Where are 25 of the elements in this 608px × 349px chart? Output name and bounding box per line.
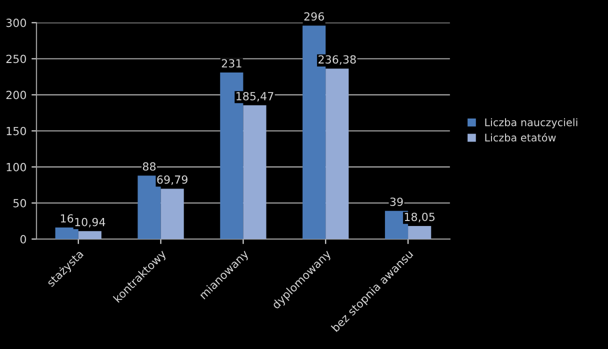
data-label: 10,94 — [75, 218, 106, 228]
data-label: 16 — [60, 214, 74, 223]
bar — [160, 188, 184, 240]
y-tick-label: 200 — [6, 90, 26, 100]
data-label: 39 — [390, 198, 403, 206]
y-tick-label: 250 — [6, 54, 26, 64]
y-tick-label: 0 — [20, 235, 26, 244]
data-label: 296 — [304, 12, 324, 21]
data-label: 231 — [222, 59, 242, 68]
y-tick-label: 100 — [6, 162, 26, 172]
y-tick-label: 150 — [6, 126, 26, 136]
bar — [326, 68, 349, 240]
data-label: 18,05 — [404, 212, 435, 222]
legend-label: Liczba nauczycieli — [485, 118, 578, 128]
data-label: 185,47 — [236, 92, 274, 102]
y-tick-label: 50 — [13, 198, 26, 208]
legend-label: Liczba etatów — [485, 133, 556, 142]
data-label: 88 — [142, 162, 156, 171]
data-label: 69,79 — [157, 175, 188, 185]
y-tick-label: 300 — [6, 18, 26, 28]
data-label: 236,38 — [318, 55, 356, 65]
bar — [55, 228, 78, 240]
bar — [243, 105, 266, 240]
bar — [78, 231, 102, 240]
bar — [408, 226, 432, 240]
